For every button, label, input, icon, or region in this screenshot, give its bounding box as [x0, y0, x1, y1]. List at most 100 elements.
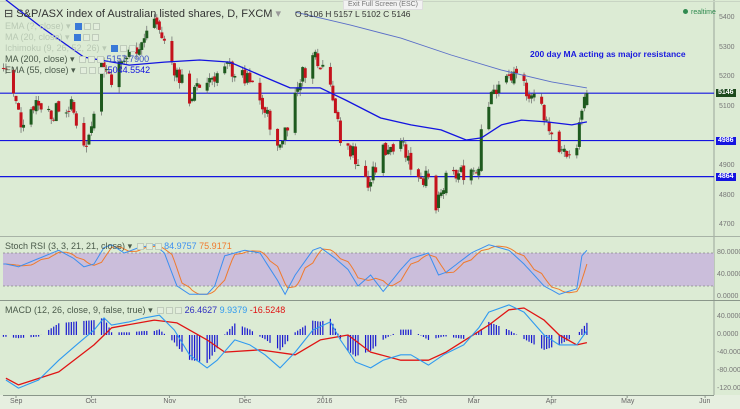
- macd-histogram-bar: [586, 322, 588, 335]
- exit-fullscreen-tooltip[interactable]: Exit Full Screen (ESC): [343, 0, 424, 10]
- settings-icon[interactable]: [166, 307, 174, 315]
- close-icon[interactable]: [129, 45, 137, 53]
- candle-up: [34, 100, 38, 112]
- macd-histogram-bar: [103, 317, 105, 335]
- macd-hist-value: 26.4627: [184, 305, 218, 315]
- macd-histogram-bar: [30, 335, 32, 338]
- settings-icon[interactable]: [88, 56, 96, 64]
- settings-icon[interactable]: [89, 67, 97, 75]
- candle-down: [333, 98, 337, 114]
- close-icon[interactable]: [98, 67, 106, 75]
- indicator-ema[interactable]: EMA (?, close) ▾: [5, 21, 101, 32]
- candle-down: [52, 119, 56, 121]
- macd-histogram-bar: [533, 335, 535, 345]
- candle-down: [452, 169, 456, 172]
- macd-histogram-bar: [121, 332, 123, 335]
- candle-up: [530, 95, 534, 99]
- time-tick-label: May: [621, 398, 635, 405]
- candle-up: [240, 70, 244, 76]
- macd-histogram-bar: [55, 324, 57, 335]
- eye-icon[interactable]: [80, 67, 88, 75]
- candle-up: [381, 144, 385, 173]
- macd-legend[interactable]: MACD (12, 26, close, 9, false, true) ▾ 2…: [5, 305, 286, 315]
- candle-down: [354, 146, 358, 165]
- settings-icon[interactable]: [120, 45, 128, 53]
- macd-histogram-bar: [143, 330, 145, 335]
- price-tick-label: 5300: [719, 43, 735, 51]
- macd-histogram-bar: [385, 335, 387, 339]
- candle-up: [92, 113, 96, 129]
- close-icon[interactable]: [97, 56, 105, 64]
- settings-icon[interactable]: [145, 243, 153, 251]
- candle-up: [145, 30, 149, 39]
- macd-histogram-bar: [405, 329, 407, 335]
- ohlc-readout: O 5106 H 5157 L 5102 C 5146: [295, 9, 411, 19]
- macd-histogram-bar: [249, 329, 251, 335]
- candle-up: [69, 99, 73, 110]
- ema55-line: [5, 0, 588, 141]
- eye-icon: [157, 307, 165, 315]
- macd-histogram-bar: [453, 335, 455, 338]
- eye-icon[interactable]: [79, 56, 87, 64]
- macd-histogram-bar: [495, 324, 497, 335]
- macd-histogram-bar: [156, 330, 158, 335]
- eye-icon[interactable]: [75, 23, 83, 31]
- macd-histogram-bar: [458, 335, 460, 339]
- candle-up: [311, 55, 315, 79]
- macd-histogram-bar: [299, 328, 301, 335]
- close-icon[interactable]: [154, 243, 162, 251]
- price-level-badge: 4986: [716, 136, 736, 145]
- macd-histogram-bar: [455, 335, 457, 338]
- indicator-ma20[interactable]: MA (20, close) ▾: [5, 32, 100, 43]
- candle-up: [296, 87, 300, 92]
- eye-icon[interactable]: [74, 34, 82, 42]
- candle-down: [366, 176, 370, 188]
- candle-down: [170, 40, 174, 63]
- collapse-icon[interactable]: ⊟: [4, 8, 17, 20]
- macd-histogram-bar: [508, 330, 510, 335]
- candle-up: [442, 190, 446, 194]
- settings-icon[interactable]: [83, 34, 91, 42]
- close-icon[interactable]: [93, 23, 101, 31]
- close-icon[interactable]: [92, 34, 100, 42]
- candle-up: [532, 93, 536, 98]
- macd-histogram-bar: [126, 332, 128, 335]
- candle-up: [64, 112, 68, 114]
- indicator-ichimoku[interactable]: Ichimoku (9, 26, 52, 26) ▾: [5, 43, 137, 54]
- indicator-ema55[interactable]: EMA (55, close) ▾ 5044.5542: [5, 65, 151, 75]
- macd-histogram-bar: [445, 335, 447, 337]
- candle-down: [346, 143, 350, 146]
- macd-histogram-bar: [370, 335, 372, 351]
- candle-up: [575, 148, 579, 156]
- eye-icon[interactable]: [111, 45, 119, 53]
- candle-up: [439, 192, 443, 196]
- close-icon[interactable]: [175, 307, 183, 315]
- candle-up: [577, 122, 581, 147]
- chevron-down-icon[interactable]: ▾: [275, 8, 282, 20]
- settings-icon[interactable]: [84, 23, 92, 31]
- macd-histogram-bar: [85, 320, 88, 335]
- stoch-k-value: 84.9757: [164, 241, 197, 251]
- macd-histogram-bar: [251, 331, 254, 335]
- macd-histogram-bar: [551, 335, 553, 348]
- stoch-rsi-legend[interactable]: Stoch RSI (3, 3, 21, 21, close) ▾ 84.975…: [5, 241, 232, 251]
- candle-up: [356, 164, 360, 166]
- candle-down: [155, 17, 159, 25]
- candle-up: [371, 166, 375, 181]
- ema55-value: 5044.5542: [107, 65, 151, 75]
- macd-histogram-bar: [246, 328, 248, 335]
- indicator-ma200[interactable]: MA (200, close) ▾ 5157.7900: [5, 54, 150, 64]
- macd-histogram-bar: [488, 321, 490, 335]
- macd-histogram-bar: [226, 331, 228, 335]
- candle-up: [266, 109, 269, 114]
- time-tick-label: Nov: [163, 398, 176, 405]
- candle-up: [487, 106, 491, 130]
- macd-histogram-bar: [259, 335, 261, 337]
- macd-line: [5, 304, 588, 389]
- macd-histogram-bar: [568, 335, 570, 340]
- candle-down: [404, 144, 408, 158]
- macd-histogram-bar: [244, 327, 246, 335]
- macd-histogram-bar: [442, 335, 445, 337]
- macd-histogram-bar: [417, 334, 419, 335]
